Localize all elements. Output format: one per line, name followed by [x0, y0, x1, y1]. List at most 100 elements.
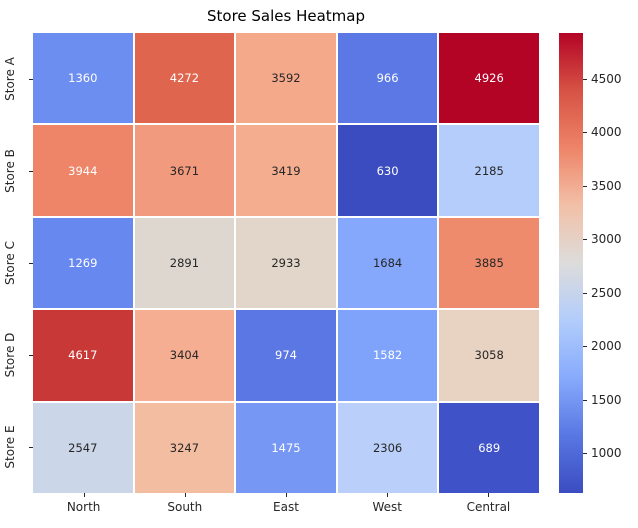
y-tick-mark [29, 447, 33, 448]
cell-value: 1360 [68, 71, 98, 86]
y-axis-label-slot: Store D [0, 309, 33, 401]
x-axis-label-slot: East [235, 493, 336, 523]
heatmap-cell: 2306 [337, 402, 438, 493]
x-axis-label-slot: South [134, 493, 235, 523]
heatmap-cell: 3058 [439, 310, 539, 401]
colorbar-tick-label: 3000 [591, 232, 622, 247]
x-tick-label: East [273, 500, 299, 514]
cell-value: 2547 [68, 440, 98, 455]
x-tick-label: South [167, 500, 203, 514]
colorbar [559, 33, 583, 493]
colorbar-tick-mark [583, 399, 587, 401]
cell-value: 3885 [474, 255, 504, 270]
cell-value: 1269 [68, 255, 98, 270]
heatmap-cell: 4617 [33, 310, 133, 401]
heatmap-cell: 1684 [337, 217, 438, 309]
heatmap-cell: 3419 [236, 125, 336, 216]
y-tick-label: Store E [3, 425, 17, 469]
x-tick-label: West [372, 500, 402, 514]
colorbar-tick-mark [583, 239, 587, 241]
colorbar-tick-mark [583, 78, 587, 80]
colorbar-tick-label: 3500 [591, 178, 622, 193]
y-tick-mark [29, 263, 33, 264]
heatmap-cell: 2933 [236, 217, 336, 309]
heatmap-cell: 3885 [439, 217, 539, 309]
y-axis-label-slot: Store C [0, 217, 33, 309]
heatmap-cell: 3592 [236, 33, 336, 124]
x-tick-mark [83, 493, 85, 497]
cell-value: 3671 [169, 163, 200, 178]
y-tick-mark [29, 355, 33, 356]
cell-value: 2306 [372, 440, 403, 455]
cell-value: 3419 [271, 163, 301, 178]
heatmap-cell: 689 [439, 402, 539, 493]
x-axis-label-slot: North [33, 493, 134, 523]
x-tick-label: Central [466, 500, 511, 514]
colorbar-tick-mark [583, 453, 587, 455]
heatmap-grid: 1360 4272 3592 966 4926 3944 3671 3419 630 2185 12… [33, 33, 539, 493]
heatmap-cell: 1475 [236, 402, 336, 493]
x-axis-label-slot: Central [438, 493, 539, 523]
x-tick-label: North [66, 500, 101, 514]
heatmap-cell: 974 [236, 310, 336, 401]
colorbar-tick-label: 1500 [591, 392, 622, 407]
colorbar-tick-mark [583, 292, 587, 294]
x-axis-labels: North South East West Central [33, 493, 539, 523]
colorbar-tick-label: 2000 [591, 339, 622, 354]
cell-value: 2185 [474, 163, 504, 178]
y-tick-mark [29, 171, 33, 172]
x-tick-mark [286, 493, 287, 497]
y-tick-label: Store A [3, 57, 17, 101]
y-axis-label-slot: Store A [0, 33, 33, 125]
heatmap-cell: 2547 [33, 402, 133, 493]
colorbar-tick-mark [583, 185, 587, 187]
y-axis-label-slot: Store B [0, 125, 33, 217]
cell-value: 689 [478, 440, 501, 455]
cell-value: 1582 [372, 348, 403, 363]
colorbar-tick-mark [583, 132, 587, 134]
heatmap-cell: 630 [337, 125, 438, 216]
heatmap-cell: 2185 [439, 125, 539, 216]
cell-value: 974 [275, 348, 297, 363]
cell-value: 2891 [169, 255, 200, 270]
cell-value: 966 [376, 71, 399, 86]
colorbar-tick-label: 1000 [591, 446, 622, 461]
cell-value: 3247 [169, 440, 200, 455]
x-axis-label-slot: West [337, 493, 438, 523]
colorbar-tick-label: 4000 [591, 125, 622, 140]
y-tick-label: Store C [3, 241, 17, 285]
heatmap-cell: 3247 [134, 402, 235, 493]
chart-title: Store Sales Heatmap [206, 7, 365, 25]
cell-value: 630 [376, 163, 399, 178]
x-tick-mark [387, 493, 389, 497]
colorbar-tick-mark [583, 346, 587, 348]
heatmap-cell: 1269 [33, 217, 133, 309]
colorbar-tick-label: 4500 [591, 71, 622, 86]
y-tick-label: Store D [3, 332, 17, 378]
cell-value: 4617 [68, 348, 98, 363]
heatmap-cell: 3671 [134, 125, 235, 216]
heatmap-cell: 4926 [439, 33, 539, 124]
cell-value: 3592 [271, 71, 301, 86]
heatmap-cell: 4272 [134, 33, 235, 124]
heatmap-cell: 3404 [134, 310, 235, 401]
colorbar-tick-labels: 1000 1500 2000 2500 3000 3500 4000 4500 [583, 33, 638, 493]
heatmap-cell: 966 [337, 33, 438, 124]
y-axis-labels: Store A Store B Store C Store D Store E [0, 33, 33, 493]
y-tick-mark [29, 79, 33, 80]
cell-value: 3404 [169, 348, 200, 363]
heatmap-cell: 3944 [33, 125, 133, 216]
x-tick-mark [184, 493, 186, 497]
cell-value: 1475 [271, 440, 301, 455]
cell-value: 4926 [474, 71, 504, 86]
cell-value: 2933 [271, 255, 301, 270]
colorbar-tick-label: 2500 [591, 285, 622, 300]
heatmap-cell: 2891 [134, 217, 235, 309]
cell-value: 3944 [68, 163, 98, 178]
heatmap-cell: 1582 [337, 310, 438, 401]
cell-value: 4272 [169, 71, 200, 86]
cell-value: 1684 [372, 255, 403, 270]
x-tick-mark [488, 493, 490, 497]
y-axis-label-slot: Store E [0, 401, 33, 493]
